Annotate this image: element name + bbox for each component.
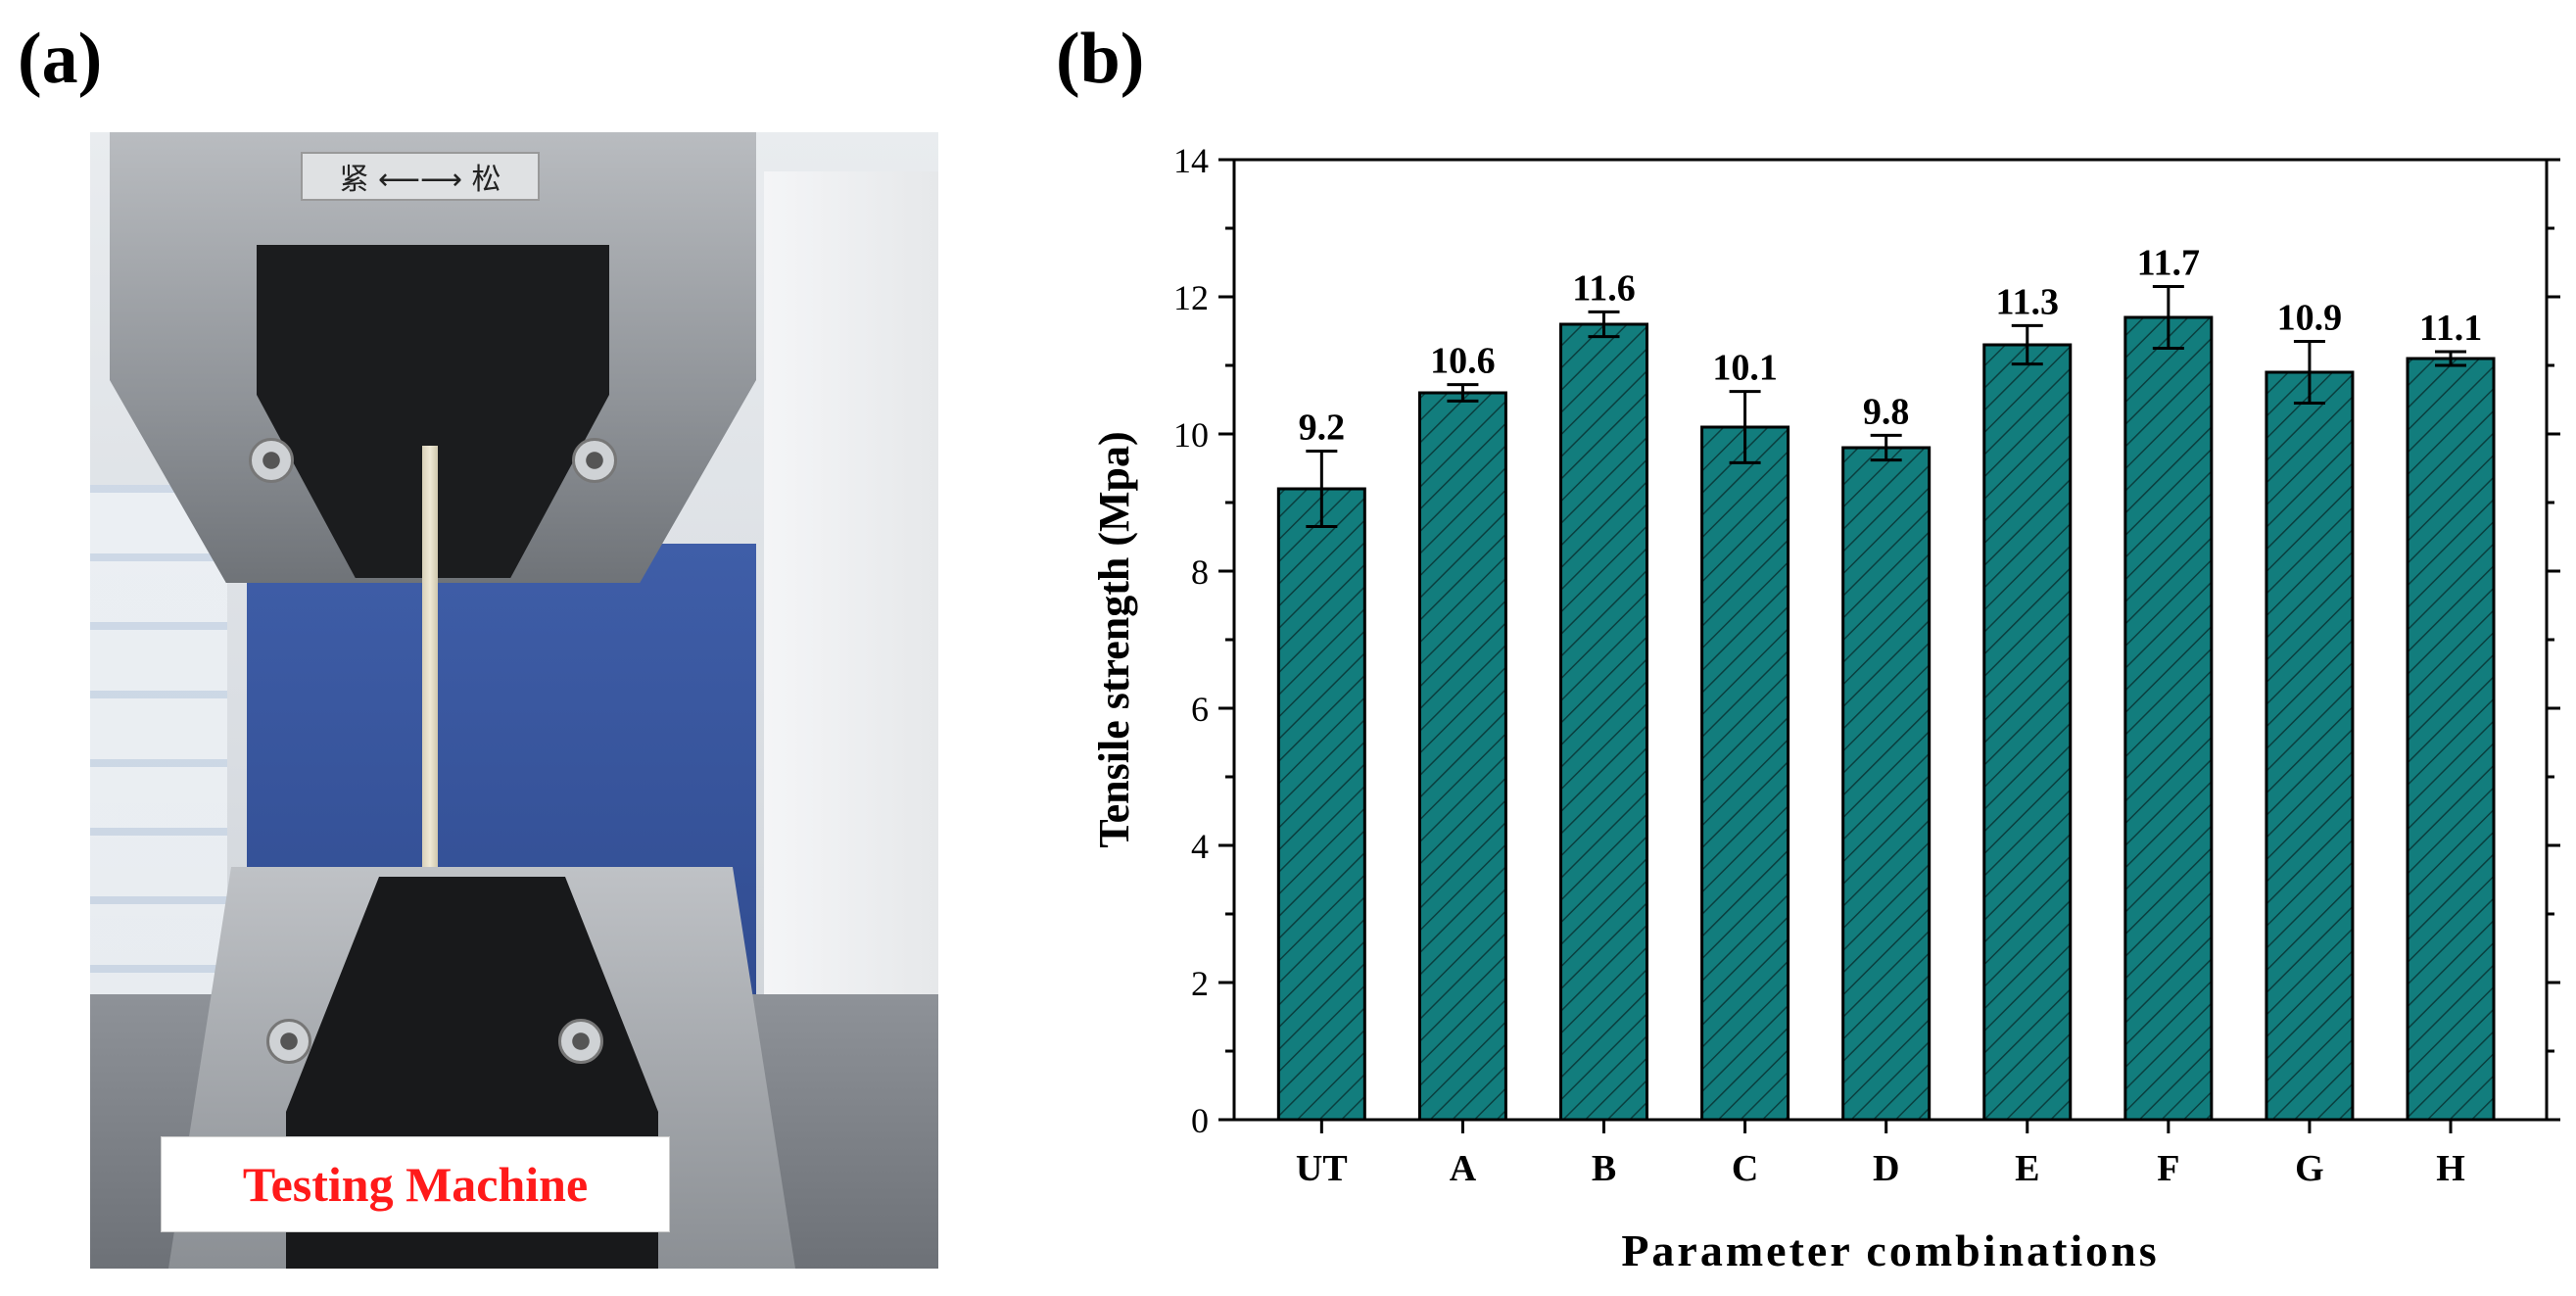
value-label: 11.6 [1572,267,1635,309]
bar-ut [1276,487,1366,1122]
x-tick-label: A [1450,1148,1477,1189]
plot-frame [1232,158,2549,1122]
x-tick-label: UT [1296,1148,1348,1189]
bar-b [1559,322,1649,1122]
y-tick-label: 14 [1173,141,1209,180]
bar-g [2265,370,2355,1122]
bolt-icon [266,1019,311,1064]
value-label: 11.7 [2137,243,2200,284]
y-tick-label: 8 [1191,552,1209,592]
bar-c [1700,425,1790,1122]
bar-f [2123,315,2214,1122]
x-tick-label: C [1732,1148,1758,1189]
x-axis-title: Parameter combinations [1621,1225,2159,1275]
bar-a [1417,391,1507,1122]
bolt-icon [572,438,617,483]
testing-machine-photo: 紧 ⟵⟶ 松 Testing Machine [90,132,938,1269]
value-label: 10.6 [1430,341,1496,382]
x-tick-label: H [2436,1148,2465,1189]
photo-shelf [90,485,227,994]
grip-plate-text: 紧 ⟵⟶ 松 [339,163,501,197]
y-tick-label: 4 [1191,827,1209,866]
caption-text: Testing Machine [242,1157,589,1212]
bar-d [1841,446,1932,1122]
bolt-icon [558,1019,603,1064]
caption-box: Testing Machine [161,1136,670,1232]
bar-h [2406,357,2496,1122]
y-tick-label: 6 [1191,690,1209,729]
x-tick-label: D [1873,1148,1899,1189]
y-axis-title: Tensile strength (Mpa) [1090,431,1138,847]
y-tick-label: 2 [1191,964,1209,1003]
x-tick-label: E [2015,1148,2039,1189]
photo-wall [764,171,938,1092]
y-tick-label: 10 [1173,415,1209,455]
value-label: 9.2 [1299,408,1346,449]
y-tick-label: 12 [1173,278,1209,317]
x-tick-label: F [2157,1148,2179,1189]
x-tick-label: G [2295,1148,2324,1189]
value-label: 11.3 [1996,281,2059,322]
panel-label-b: (b) [1056,19,1145,99]
value-label: 10.1 [1712,348,1778,389]
y-tick-label: 0 [1191,1101,1209,1140]
value-label: 11.1 [2419,308,2482,349]
grip-plate: 紧 ⟵⟶ 松 [301,152,540,201]
value-label: 10.9 [2277,298,2343,339]
bars-layer: 9.2 10.6 11.6 10.1 9.8 11.3 11.7 10.9 11.1 [1276,243,2496,1122]
x-tick-label: B [1592,1148,1616,1189]
bolt-icon [249,438,294,483]
panel-label-a: (a) [18,19,103,99]
axis-layer: UT A B C D E F G H 0 2 4 6 8 10 12 14 [1173,141,2560,1189]
bar-e [1982,343,2073,1122]
value-label: 9.8 [1863,391,1910,432]
